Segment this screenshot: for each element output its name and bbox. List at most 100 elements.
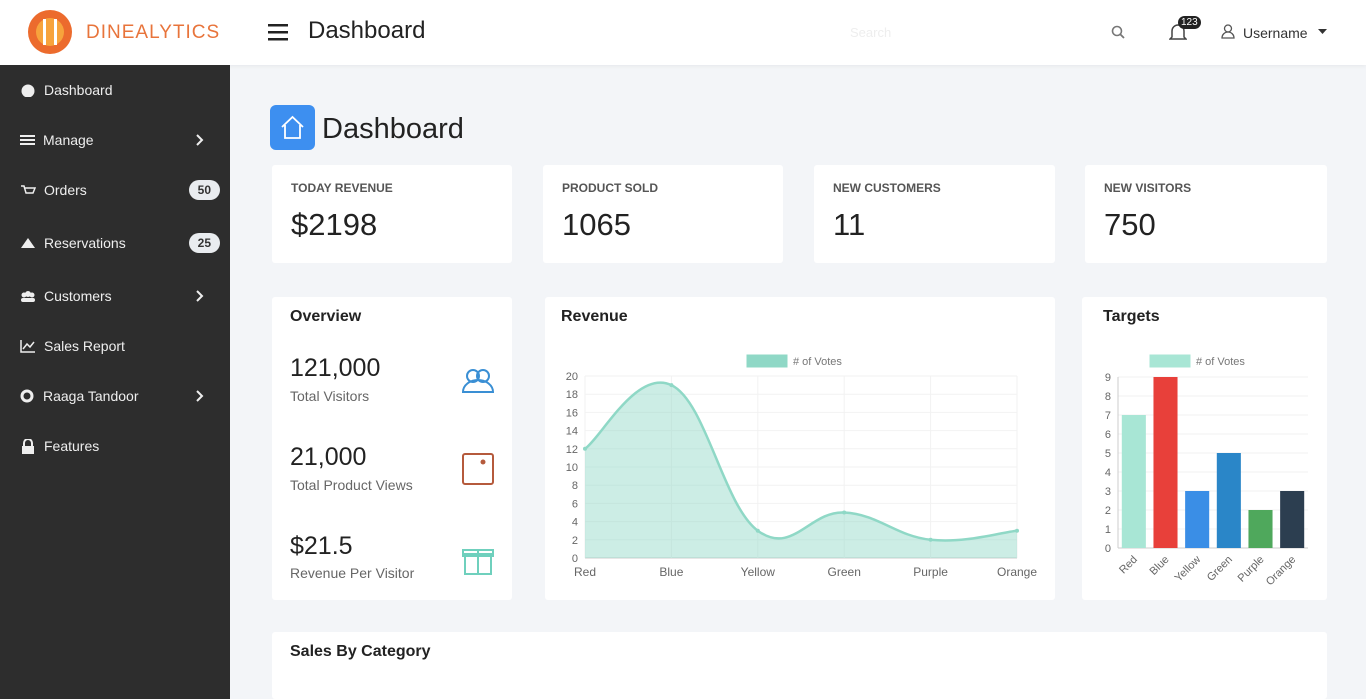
overview-card: Overview 121,000 Total Visitors 21,000 T… [272, 297, 512, 600]
search-icon[interactable] [1111, 25, 1125, 39]
stat-card: PRODUCT SOLD 1065 [543, 165, 783, 263]
legend-label: # of Votes [1196, 356, 1245, 368]
x-tick-label: Blue [1148, 554, 1172, 578]
point [1015, 528, 1019, 533]
nav-item[interactable]: Raaga Tandoor [20, 381, 220, 411]
nav-item[interactable]: Manage [20, 125, 220, 155]
overview-value: 21,000 [290, 443, 367, 471]
nav-label: Dashboard [44, 82, 113, 98]
overview-value: $21.5 [290, 532, 353, 560]
stat-label: NEW CUSTOMERS [833, 181, 941, 195]
nav-badge: 50 [188, 180, 220, 200]
overview-label: Total Visitors [290, 388, 370, 404]
y-tick-label: 5 [1105, 448, 1111, 460]
nav-icon [21, 238, 35, 248]
y-tick-label: 2 [1105, 505, 1111, 517]
nav-icon [20, 340, 35, 353]
caret[interactable] [1318, 29, 1327, 35]
x-tick-label: Green [828, 565, 861, 579]
chevron [196, 390, 204, 402]
x-tick-label: Orange [1264, 554, 1298, 588]
y-tick-label: 4 [1105, 467, 1111, 479]
x-tick-label: Purple [913, 565, 948, 579]
nav-label: Features [44, 438, 100, 454]
y-tick-label: 6 [1105, 429, 1111, 441]
overview-label: Total Product Views [290, 477, 413, 493]
stat-label: NEW VISITORS [1104, 181, 1192, 195]
stat-label: TODAY REVENUE [291, 181, 393, 195]
notification-badge: 123 [1178, 16, 1201, 29]
y-tick-label: 10 [566, 462, 578, 474]
nav-item[interactable]: Features [20, 431, 220, 461]
y-tick-label: 6 [572, 498, 578, 510]
sidebar: Dashboard Manage Orders 50 Reservations 25… [0, 65, 230, 699]
y-tick-label: 4 [572, 517, 578, 529]
y-tick-label: 1 [1105, 524, 1111, 536]
bar [1185, 491, 1210, 548]
nav-icon [20, 135, 35, 145]
nav-icon [21, 291, 35, 302]
stat-value: 11 [833, 207, 866, 242]
nav-item[interactable]: Orders 50 [20, 175, 220, 205]
chevron [196, 290, 204, 302]
y-tick-label: 9 [1105, 372, 1111, 384]
stat-card: NEW VISITORS 750 [1085, 165, 1327, 263]
y-tick-label: 16 [566, 407, 578, 419]
nav-icon [20, 389, 34, 403]
point [669, 383, 674, 388]
logo-text: DINEALYTICS [86, 22, 221, 43]
nav-label: Manage [43, 132, 94, 148]
gift-icon [462, 549, 494, 575]
y-tick-label: 12 [566, 444, 578, 456]
nav-label: Raaga Tandoor [43, 388, 139, 404]
username[interactable]: Username [1243, 25, 1308, 41]
bar [1280, 491, 1305, 548]
logo-icon [28, 10, 72, 54]
legend-swatch [746, 354, 788, 368]
nav-item[interactable]: Dashboard [20, 75, 220, 105]
menu-toggle[interactable] [268, 23, 288, 41]
views-icon [462, 453, 494, 485]
x-tick-label: Yellow [741, 565, 776, 579]
nav-badge: 25 [188, 233, 220, 253]
nav-label: Sales Report [44, 338, 125, 354]
page-icon [270, 105, 315, 150]
point [583, 446, 587, 451]
nav-label: Customers [44, 288, 112, 304]
targets-card: Targets # of Votes 0 1 2 3 4 5 6 7 8 9 Red Blue Yello… [1082, 297, 1327, 600]
stat-card: TODAY REVENUE $2198 [272, 165, 512, 263]
area [585, 382, 1017, 558]
y-tick-label: 7 [1105, 410, 1111, 422]
x-tick-label: Red [1117, 554, 1140, 577]
legend-label: # of Votes [793, 356, 842, 368]
x-tick-label: Yellow [1173, 554, 1204, 585]
overview-label: Revenue Per Visitor [290, 565, 415, 581]
y-tick-label: 8 [1105, 391, 1111, 403]
x-tick-label: Orange [997, 565, 1037, 579]
stat-value: 750 [1104, 207, 1156, 242]
nav-item[interactable]: Sales Report [20, 331, 220, 361]
nav-icon [22, 438, 34, 454]
bar [1216, 453, 1241, 548]
y-tick-label: 0 [572, 553, 578, 565]
nav-icon [21, 84, 35, 97]
y-tick-label: 3 [1105, 486, 1111, 498]
user-icon[interactable] [1221, 24, 1235, 39]
stat-value: $2198 [291, 207, 378, 242]
point [842, 510, 847, 515]
nav-label: Reservations [44, 235, 126, 251]
search-input[interactable]: Search [850, 25, 892, 40]
nav-icon [21, 185, 36, 194]
legend-swatch [1149, 354, 1191, 368]
card-title: Targets [1103, 308, 1160, 325]
x-tick-label: Blue [659, 565, 683, 579]
bar [1121, 415, 1146, 548]
x-tick-label: Red [574, 565, 596, 579]
overview-value: 121,000 [290, 354, 381, 382]
y-tick-label: 2 [572, 535, 578, 547]
visitors-icon [461, 369, 495, 393]
card-title: Sales By Category [290, 643, 431, 660]
card-title: Overview [290, 308, 362, 325]
nav-item[interactable]: Reservations 25 [20, 228, 220, 258]
nav-item[interactable]: Customers [20, 281, 220, 311]
